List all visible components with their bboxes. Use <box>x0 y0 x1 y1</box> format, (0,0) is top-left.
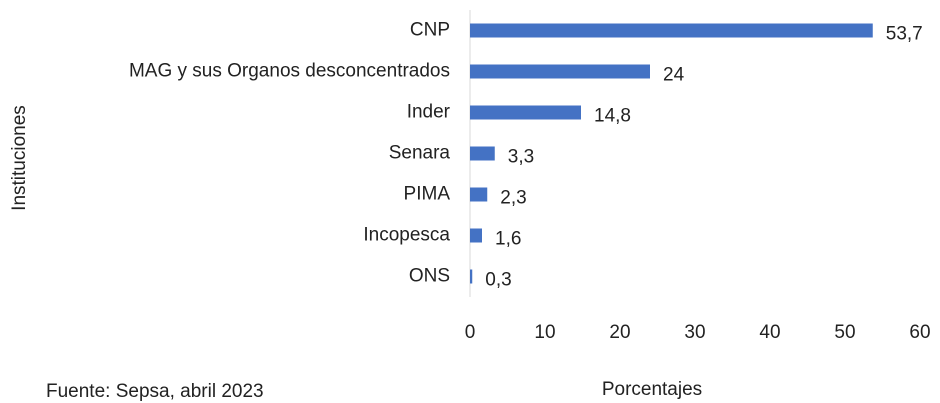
x-tick-label: 0 <box>465 322 476 343</box>
data-label: 1,6 <box>495 229 521 250</box>
y-tick-label: Senara <box>389 143 451 164</box>
y-tick-label: PIMA <box>404 184 451 205</box>
source-note: Fuente: Sepsa, abril 2023 <box>46 381 264 402</box>
data-label: 2,3 <box>500 188 526 209</box>
bar <box>470 228 482 243</box>
bar <box>470 187 488 202</box>
data-label: 0,3 <box>485 270 511 291</box>
x-tick-label: 40 <box>759 322 780 343</box>
y-tick-label: Incopesca <box>363 225 450 246</box>
y-tick-label: Inder <box>407 102 451 123</box>
bar <box>470 269 473 284</box>
y-tick-label: ONS <box>409 266 450 287</box>
data-label: 3,3 <box>508 147 534 168</box>
bar <box>470 105 581 120</box>
data-label: 53,7 <box>886 24 923 45</box>
bar <box>470 146 495 161</box>
x-tick-label: 30 <box>684 322 705 343</box>
x-axis-label: Porcentajes <box>602 379 702 400</box>
bar <box>470 64 650 79</box>
data-label: 24 <box>663 65 685 86</box>
x-tick-label: 50 <box>834 322 855 343</box>
bar <box>470 23 873 38</box>
x-tick-label: 60 <box>909 322 930 343</box>
x-tick-label: 10 <box>534 322 555 343</box>
y-tick-label: MAG y sus Organos desconcentrados <box>129 61 450 82</box>
data-label: 14,8 <box>594 106 631 127</box>
y-tick-label: CNP <box>410 20 450 41</box>
y-axis-label: Instituciones <box>9 105 30 211</box>
x-tick-label: 20 <box>609 322 630 343</box>
